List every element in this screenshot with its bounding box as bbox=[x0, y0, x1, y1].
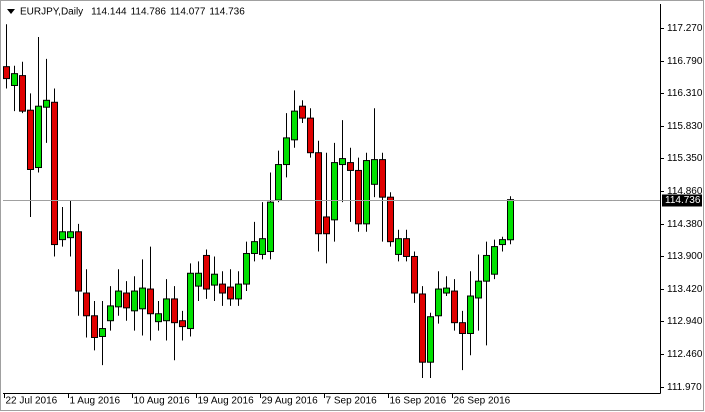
candle-body bbox=[435, 288, 442, 317]
menu-icon bbox=[7, 9, 15, 14]
candle-body bbox=[203, 254, 210, 290]
candle-body bbox=[507, 199, 514, 241]
candle-body bbox=[371, 159, 378, 185]
x-tick-label: 16 Sep 2016 bbox=[390, 396, 447, 407]
candle-body bbox=[115, 290, 122, 308]
candle-body bbox=[107, 305, 114, 322]
y-tick-label: 113.420 bbox=[667, 284, 703, 295]
candle-body bbox=[227, 286, 234, 300]
candle-body bbox=[211, 273, 218, 286]
x-tick-label: 26 Sep 2016 bbox=[454, 396, 511, 407]
y-tick-label: 116.790 bbox=[667, 56, 703, 67]
candle-body bbox=[251, 241, 258, 254]
y-tick-label: 114.860 bbox=[667, 186, 703, 197]
header-quote: 114.786 bbox=[131, 7, 167, 18]
candle-body bbox=[267, 201, 274, 253]
x-tick-label: 10 Aug 2016 bbox=[134, 396, 191, 407]
candle-body bbox=[99, 328, 106, 337]
candle-body bbox=[139, 287, 146, 310]
candle-body bbox=[363, 160, 370, 225]
candle-body bbox=[91, 315, 98, 338]
candle-body bbox=[275, 164, 282, 201]
candle-body bbox=[35, 105, 42, 169]
candle-body bbox=[11, 73, 18, 86]
x-tick-label: 1 Aug 2016 bbox=[70, 396, 121, 407]
header-quote: 114.144 bbox=[91, 7, 127, 18]
header-quote: 114.736 bbox=[209, 7, 245, 18]
candle-body bbox=[419, 293, 426, 363]
candle-body bbox=[483, 254, 490, 282]
y-tick-label: 114.380 bbox=[667, 219, 703, 230]
candle-body bbox=[155, 313, 162, 323]
candle-body bbox=[355, 169, 362, 225]
candle-body bbox=[179, 320, 186, 328]
y-tick-label: 115.350 bbox=[667, 153, 703, 164]
candle-body bbox=[427, 316, 434, 363]
candle-body bbox=[387, 196, 394, 243]
candle-body bbox=[339, 158, 346, 166]
y-tick-label: 111.970 bbox=[667, 382, 702, 393]
candle-body bbox=[459, 322, 466, 335]
candle-body bbox=[299, 105, 306, 119]
candle-body bbox=[443, 287, 450, 294]
candle-body bbox=[491, 246, 498, 275]
candle-body bbox=[467, 295, 474, 335]
y-tick-label: 113.900 bbox=[667, 251, 703, 262]
candle-body bbox=[43, 99, 50, 108]
y-tick-label: 115.830 bbox=[667, 121, 703, 132]
candle-body bbox=[451, 290, 458, 324]
y-tick-label: 117.270 bbox=[667, 23, 703, 34]
candle-body bbox=[171, 298, 178, 324]
candle-body bbox=[27, 109, 34, 170]
candle-body bbox=[379, 159, 386, 198]
candle-body bbox=[411, 255, 418, 294]
candle-body bbox=[403, 238, 410, 257]
candle-body bbox=[59, 231, 66, 241]
candle-body bbox=[331, 162, 338, 221]
current-price-box bbox=[662, 194, 702, 207]
candle-body bbox=[219, 283, 226, 294]
candle-body bbox=[395, 238, 402, 255]
header-quote: 114.077 bbox=[170, 7, 206, 18]
candle-body bbox=[499, 239, 506, 246]
x-tick-label: 22 Jul 2016 bbox=[6, 396, 58, 407]
candle-body bbox=[283, 137, 290, 166]
candle-body bbox=[131, 290, 138, 312]
x-tick-label: 29 Aug 2016 bbox=[262, 396, 319, 407]
candle-body bbox=[323, 216, 330, 235]
candle-body bbox=[291, 110, 298, 141]
candle-body bbox=[163, 298, 170, 322]
candle-body bbox=[347, 162, 354, 171]
y-tick-label: 116.310 bbox=[667, 88, 703, 99]
candle-body bbox=[123, 292, 130, 309]
current-price-label: 114.736 bbox=[665, 195, 701, 206]
candle-body bbox=[19, 75, 26, 112]
candle-body bbox=[307, 117, 314, 154]
chart-symbol: EURJPY,Daily bbox=[20, 7, 83, 18]
y-tick-label: 112.460 bbox=[667, 349, 703, 360]
candle-body bbox=[235, 283, 242, 300]
candle-body bbox=[259, 238, 266, 255]
candle-body bbox=[67, 231, 74, 239]
candle-body bbox=[147, 288, 154, 315]
candle-body bbox=[243, 252, 250, 285]
candle-body bbox=[195, 272, 202, 287]
candle-body bbox=[315, 152, 322, 235]
x-tick-label: 7 Sep 2016 bbox=[326, 396, 378, 407]
candle-body bbox=[83, 292, 90, 317]
candle-body bbox=[475, 280, 482, 299]
candle-body bbox=[51, 101, 58, 246]
candle-body bbox=[187, 272, 194, 330]
candle-body bbox=[75, 231, 82, 292]
y-tick-label: 112.940 bbox=[667, 316, 703, 327]
candle-body bbox=[3, 66, 10, 80]
x-tick-label: 19 Aug 2016 bbox=[198, 396, 255, 407]
